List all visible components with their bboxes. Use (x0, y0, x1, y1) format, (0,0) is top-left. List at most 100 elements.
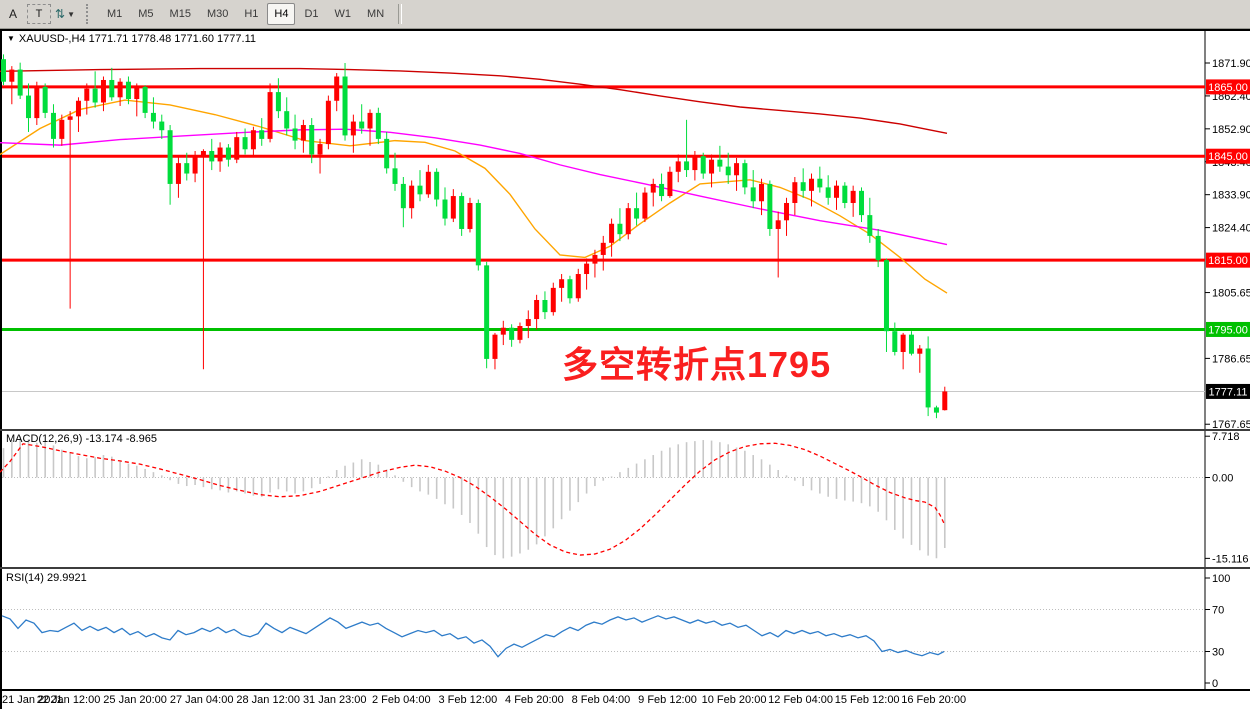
ma-mid-line (0, 128, 948, 246)
price-axis-label: 1786.65 (1212, 353, 1250, 365)
time-axis-label: 21 Jan 2021 (2, 694, 63, 706)
candle-body (359, 121, 365, 129)
price-axis-label: 1767.65 (1212, 419, 1250, 431)
timeframe-button-h1[interactable]: H1 (244, 8, 259, 20)
candle-body (742, 163, 748, 188)
candle-body (367, 112, 373, 129)
candle-body (875, 235, 881, 261)
candle-body (642, 192, 648, 219)
candle-body (375, 112, 381, 139)
time-axis-label: 3 Feb 12:00 (438, 694, 497, 706)
toolbar-grip-handle[interactable] (85, 4, 93, 24)
candle-body (600, 242, 606, 255)
candle-body (867, 215, 873, 236)
candle-body (400, 183, 406, 209)
timeframe-button-h4[interactable]: H4 (267, 3, 296, 25)
candle-body (100, 79, 106, 103)
candle-body (900, 334, 906, 352)
candle-body (734, 163, 740, 176)
macd-axis-label: 7.718 (1212, 431, 1240, 443)
candle-body (325, 100, 331, 145)
panel-separator-macd[interactable] (0, 429, 1250, 431)
candle-body (834, 185, 839, 198)
panel-separator-rsi[interactable] (0, 567, 1250, 569)
timeframe-button-m1[interactable]: M1 (106, 8, 123, 20)
candle-body (250, 130, 256, 150)
candle-body (917, 348, 923, 354)
candle-body (425, 171, 431, 195)
cursor-mode-dropdown[interactable]: ⇅ ▼ (55, 7, 75, 21)
candle-body (609, 223, 615, 243)
candle-body (659, 183, 665, 197)
chart-title-text: XAUUSD-,H4 1771.71 1778.48 1771.60 1777.… (18, 33, 257, 45)
level-badge-text: 1815.00 (1208, 255, 1248, 267)
toolbar-separator (398, 4, 403, 24)
candle-body (417, 185, 423, 195)
time-axis-label: 16 Feb 20:00 (901, 694, 966, 706)
level-price-badge[interactable] (1206, 79, 1250, 95)
macd-name: MACD(12,26,9) (6, 433, 83, 445)
timeframe-button-mn[interactable]: MN (367, 8, 385, 20)
candle-body (908, 334, 914, 354)
timeframe-button-m30[interactable]: M30 (206, 8, 229, 20)
time-axis-label: 25 Jan 20:00 (103, 694, 167, 706)
timeframe-button-d1[interactable]: D1 (304, 8, 319, 20)
level-price-badge[interactable] (1206, 321, 1250, 337)
time-axis-label: 28 Jan 12:00 (236, 694, 300, 706)
candle-body (275, 92, 281, 112)
candle-body (584, 263, 590, 275)
candle-body (858, 190, 864, 216)
time-axis-label: 15 Feb 12:00 (835, 694, 900, 706)
candle-body (892, 331, 898, 352)
candle-body (575, 274, 581, 299)
price-axis-label: 1805.65 (1212, 288, 1250, 300)
current-price-badge (1206, 383, 1250, 399)
text-label-button[interactable]: T (27, 4, 51, 24)
time-axis-label: 10 Feb 20:00 (702, 694, 767, 706)
candle-body (842, 185, 848, 203)
level-price-badge[interactable] (1206, 148, 1250, 164)
candle-body (167, 130, 173, 184)
timeframe-button-m5[interactable]: M5 (138, 8, 154, 20)
candle-body (125, 81, 131, 100)
candle-body (25, 95, 31, 119)
toolbar: A T ⇅ ▼ M1 M5 M15 M30 H1 H4 D1 W1 MN (0, 0, 1250, 29)
ma-fast-line (0, 99, 948, 294)
candle-body (234, 137, 240, 160)
level-price-badge[interactable] (1206, 252, 1250, 268)
candle-body (192, 156, 198, 174)
candle-body (434, 171, 440, 200)
rsi-value: 29.9921 (46, 572, 87, 584)
candle-body (284, 111, 290, 129)
macd-axis-label: -15.116 (1212, 553, 1249, 565)
timeframe-button-group: M1 M5 M15 M30 H1 H4 D1 W1 MN (99, 3, 392, 25)
candle-body (117, 81, 123, 98)
candle-body (484, 265, 490, 359)
candle-body (750, 187, 756, 202)
candle-body (942, 391, 948, 411)
chart-annotation-text[interactable]: 多空转折点1795 (562, 344, 832, 385)
candle-body (709, 159, 715, 174)
price-axis-label: 1824.40 (1212, 223, 1250, 235)
candle-body (292, 128, 298, 141)
candle-body (625, 208, 631, 235)
timeframe-button-m15[interactable]: M15 (169, 8, 191, 20)
candle-body (442, 199, 448, 219)
candle-body (200, 151, 206, 157)
chart-background (0, 29, 1250, 709)
candle-body (259, 130, 265, 139)
candle-body (767, 183, 773, 229)
candle-body (650, 183, 656, 193)
candle-body (617, 223, 623, 235)
candle-body (142, 86, 148, 113)
chart-top-border (0, 29, 1250, 31)
candle-body (542, 300, 548, 313)
candle-body (334, 76, 340, 101)
timeframe-button-w1[interactable]: W1 (334, 8, 352, 20)
time-axis-label: 12 Feb 04:00 (768, 694, 833, 706)
time-axis-label: 4 Feb 20:00 (505, 694, 564, 706)
collapse-triangle-icon[interactable]: ▼ (7, 34, 15, 43)
insert-text-button[interactable]: A (8, 7, 17, 21)
rsi-axis-label: 30 (1212, 647, 1224, 659)
